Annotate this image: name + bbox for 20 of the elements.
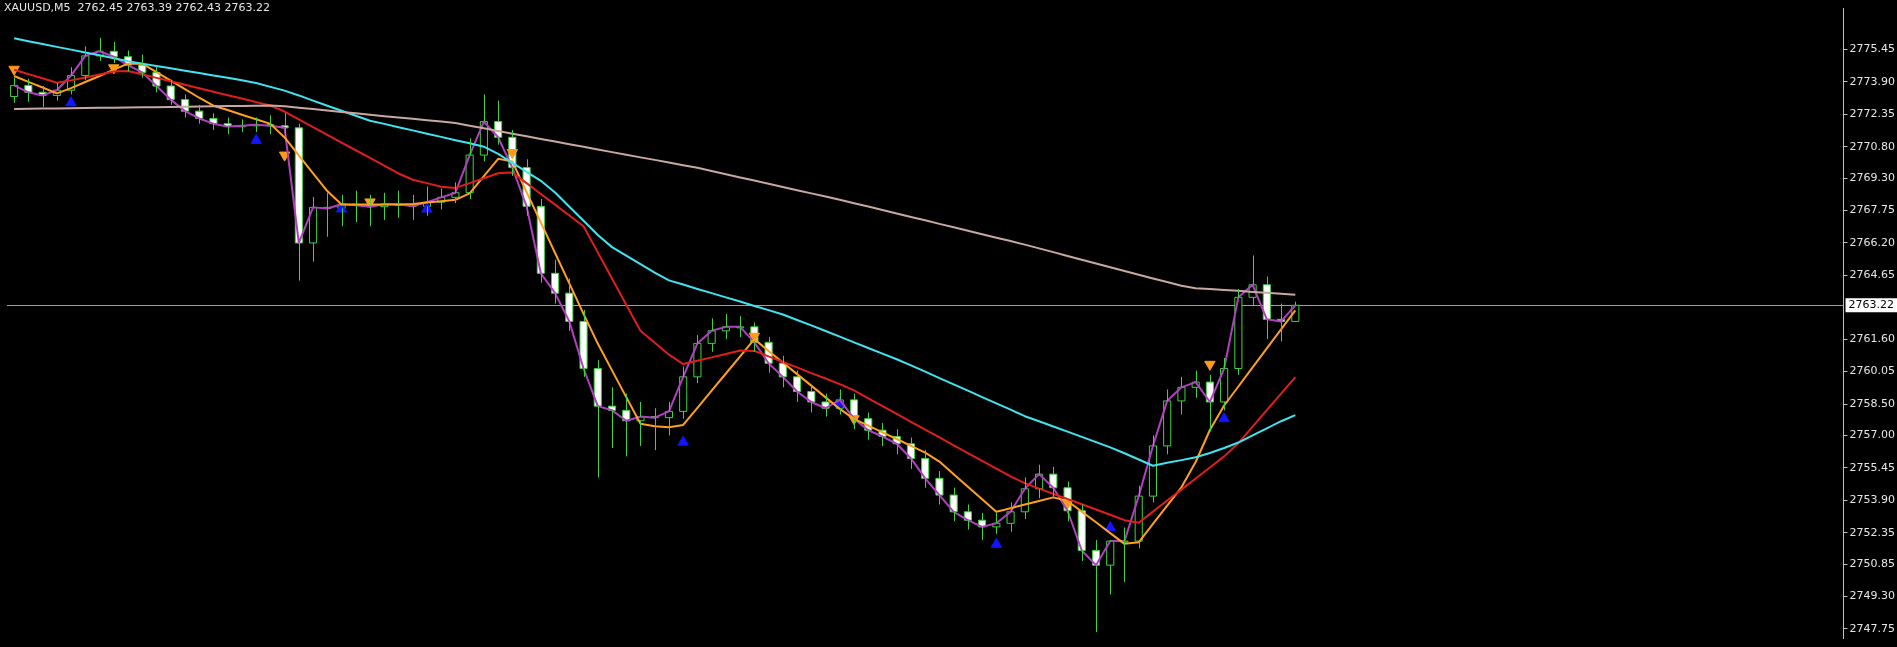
y-tick-label: 2760.05: [1849, 364, 1896, 378]
chart-title: XAUUSD,M5 2762.45 2763.39 2762.43 2763.22: [4, 1, 271, 14]
y-tick-label: 2764.65: [1849, 268, 1896, 282]
y-tick-label: 2769.30: [1849, 170, 1896, 184]
y-tick-label: 2755.45: [1849, 460, 1896, 474]
y-tick-label: 2753.90: [1849, 493, 1896, 507]
y-tick-label: 2752.35: [1849, 525, 1896, 539]
ref-line-label: 2763.22: [1848, 298, 1895, 312]
y-tick-label: 2767.75: [1849, 203, 1896, 217]
y-tick-label: 2750.85: [1849, 556, 1896, 570]
y-tick-label: 2758.50: [1849, 396, 1896, 410]
y-tick-label: 2766.20: [1849, 235, 1896, 249]
y-tick-label: 2773.90: [1849, 74, 1896, 88]
y-tick-label: 2770.80: [1849, 139, 1896, 153]
y-tick-label: 2761.60: [1849, 332, 1896, 346]
y-tick-label: 2747.75: [1849, 621, 1896, 635]
y-tick-label: 2775.45: [1849, 42, 1896, 56]
y-tick-label: 2757.00: [1849, 428, 1896, 442]
y-tick-label: 2749.30: [1849, 589, 1896, 603]
y-tick-label: 2772.35: [1849, 107, 1896, 121]
